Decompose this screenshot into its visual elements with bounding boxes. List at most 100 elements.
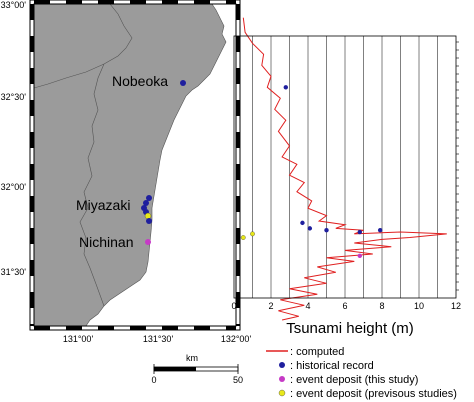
chart-grid xyxy=(252,36,438,298)
map-point-miyazaki-2 xyxy=(143,200,149,206)
chart-x-tick-label: 2 xyxy=(268,301,273,311)
frame-stripe xyxy=(30,36,34,52)
city-label-nichinan: Nichinan xyxy=(79,234,133,250)
map-point-previous xyxy=(144,212,152,220)
map-frame xyxy=(29,0,241,331)
frame-stripe xyxy=(236,100,240,116)
lat-label-32-30: 32°30' xyxy=(1,92,27,102)
frame-stripe xyxy=(162,0,178,4)
frame-stripe xyxy=(236,260,240,276)
legend: : computed : historical record : event d… xyxy=(266,346,457,400)
legend-label-historical: : historical record xyxy=(290,360,374,372)
map-points xyxy=(141,80,186,245)
map-panel: 33°00' 32°30' 32°00' 31°30' 131°00' 131°… xyxy=(1,0,252,344)
frame-stripe xyxy=(236,164,240,180)
chart-x-label: Tsunami height (m) xyxy=(286,320,414,337)
frame-stripe xyxy=(236,324,240,326)
frame-stripe xyxy=(236,4,240,20)
frame-stripe xyxy=(98,0,114,4)
chart-x-tick-label: 4 xyxy=(305,301,310,311)
map-point-miyazaki-5 xyxy=(146,218,152,224)
lat-label-33: 33°00' xyxy=(1,0,27,10)
frame-stripe xyxy=(34,326,50,330)
frame-stripes xyxy=(30,0,240,330)
frame-stripe xyxy=(130,0,146,4)
frame-stripe xyxy=(30,4,34,20)
legend-dot-this-study xyxy=(279,376,285,382)
chart-point-historical xyxy=(300,220,305,226)
chart-x-tick-label: 0 xyxy=(231,301,236,311)
frame-stripe xyxy=(30,132,34,148)
chart-point-historical xyxy=(377,228,383,233)
frame-stripe xyxy=(30,164,34,180)
legend-label-computed: : computed xyxy=(290,346,344,358)
border-north xyxy=(33,3,133,89)
legend-dot-previous xyxy=(278,389,286,397)
city-label-nobeoka: Nobeoka xyxy=(112,73,168,89)
lat-labels: 33°00' 32°30' 32°00' 31°30' xyxy=(1,0,27,277)
frame-stripe xyxy=(98,326,114,330)
frame-stripe xyxy=(226,0,236,4)
frame-stripe xyxy=(34,0,50,4)
scale-unit: km xyxy=(186,353,198,363)
chart-point-historical xyxy=(283,85,288,90)
frame-stripe xyxy=(30,324,34,326)
chart-point-this-study xyxy=(357,253,362,259)
map-land xyxy=(33,3,227,327)
map-point-this-study xyxy=(145,239,151,245)
chart-point-previous xyxy=(250,231,255,237)
frame-stripe xyxy=(226,326,236,330)
frame-stripe xyxy=(194,326,210,330)
city-label-miyazaki: Miyazaki xyxy=(76,197,130,213)
legend-label-previous: : event deposit (previsous studies) xyxy=(290,388,457,400)
legend-label-this-study: : event deposit (this study) xyxy=(290,374,418,386)
frame-stripe xyxy=(194,0,210,4)
frame-stripe xyxy=(236,68,240,84)
chart-x-tick-label: 8 xyxy=(379,301,384,311)
chart-point-historical xyxy=(324,228,329,233)
frame-stripe xyxy=(66,0,82,4)
frame-stripe xyxy=(236,292,240,308)
lat-label-31-30: 31°30' xyxy=(1,267,27,277)
frame-stripe xyxy=(30,292,34,308)
lon-labels: 131°00' 131°30' 132°00' xyxy=(63,334,252,344)
legend-dot-historical xyxy=(279,362,285,368)
lon-label-131: 131°00' xyxy=(63,334,94,344)
frame-stripe xyxy=(66,326,82,330)
chart-point-historical xyxy=(307,226,313,231)
border-west xyxy=(79,63,105,307)
frame-stripe xyxy=(236,36,240,52)
chart-x-ticks: 0 2 4 6 8 10 12 xyxy=(231,301,461,311)
lon-label-132: 132°00' xyxy=(221,334,252,344)
tsunami-chart: 0 2 4 6 8 10 12 Tsunami height (m) xyxy=(231,17,461,337)
lon-label-131-30: 131°30' xyxy=(143,334,174,344)
frame-stripe xyxy=(30,100,34,116)
computed-line xyxy=(242,17,447,321)
scale-min-label: 0 xyxy=(151,375,156,385)
scale-max-label: 50 xyxy=(233,375,243,385)
chart-x-tick-label: 6 xyxy=(342,301,347,311)
chart-x-tick-label: 10 xyxy=(414,301,424,311)
chart-point-historical xyxy=(357,229,362,235)
chart-y-ticks xyxy=(456,41,459,291)
lat-label-32: 32°00' xyxy=(1,182,27,192)
map-point-nobeoka xyxy=(180,80,186,86)
frame-stripe xyxy=(236,132,240,148)
frame-stripe xyxy=(236,196,240,212)
scale-bar: km 0 50 xyxy=(151,353,243,385)
frame-stripe xyxy=(30,228,34,244)
frame-stripe xyxy=(30,196,34,212)
frame-stripe xyxy=(162,326,178,330)
frame-stripe xyxy=(30,260,34,276)
chart-points xyxy=(240,85,383,259)
chart-point-previous xyxy=(240,235,246,240)
map-point-miyazaki-1 xyxy=(146,195,152,201)
chart-frame xyxy=(233,35,457,299)
frame-stripe xyxy=(130,326,146,330)
chart-x-tick-label: 12 xyxy=(451,301,461,311)
frame-stripe xyxy=(30,68,34,84)
city-labels: Nobeoka Miyazaki Nichinan xyxy=(76,73,168,250)
frame-stripe xyxy=(236,228,240,244)
prefecture-borders xyxy=(33,3,133,307)
